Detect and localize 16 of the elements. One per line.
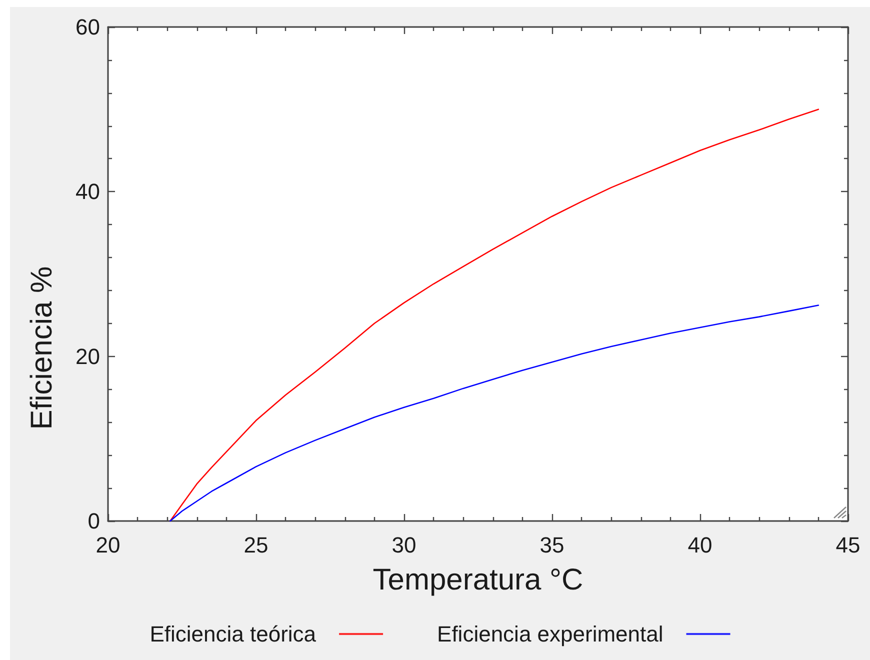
x-tick-label: 35 [540,532,564,558]
y-tick-label: 60 [76,14,100,40]
line-series [170,304,820,522]
y-tick-label: 0 [88,508,100,534]
x-tick-label: 30 [392,532,416,558]
y-axis-title: Eficiencia % [26,266,58,430]
x-tick-label: 25 [244,532,268,558]
x-axis-title: Temperatura °C [372,564,584,596]
line-series [170,108,820,522]
legend-label: Eficiencia experimental [437,622,664,646]
legend-label: Eficiencia teórica [150,622,317,646]
y-tick-label: 40 [76,179,100,204]
x-tick-label: 40 [688,532,712,558]
x-tick-label: 20 [96,532,120,558]
x-tick-label: 45 [836,532,860,558]
y-tick-label: 20 [76,344,100,369]
